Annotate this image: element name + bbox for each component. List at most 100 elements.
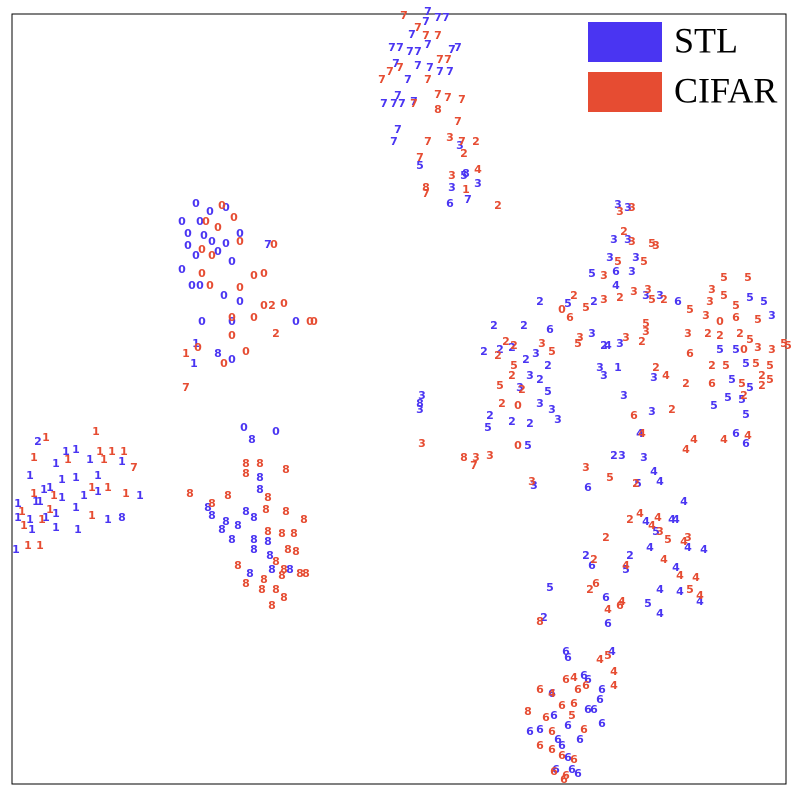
point-label: 0 — [214, 221, 222, 234]
point-label: 8 — [204, 501, 212, 514]
point-label: 8 — [286, 563, 294, 576]
point-label: 0 — [198, 315, 206, 328]
point-label: 1 — [88, 481, 96, 494]
point-label: 6 — [564, 719, 572, 732]
point-label: 7 — [470, 459, 478, 472]
legend-label: CIFAR — [674, 70, 777, 110]
point-label: 5 — [568, 709, 576, 722]
point-label: 3 — [576, 331, 584, 344]
point-label: 5 — [742, 408, 750, 421]
point-label: 5 — [720, 271, 728, 284]
point-label: 1 — [614, 361, 622, 374]
point-label: 5 — [484, 421, 492, 434]
point-label: 2 — [272, 327, 280, 340]
point-label: 1 — [190, 357, 198, 370]
point-label: 7 — [390, 97, 398, 110]
point-label: 3 — [632, 251, 640, 264]
point-label: 8 — [256, 471, 264, 484]
point-label: 4 — [646, 541, 654, 554]
point-label: 6 — [584, 481, 592, 494]
point-label: 3 — [630, 285, 638, 298]
point-label: 8 — [264, 535, 272, 548]
point-label: 8 — [282, 505, 290, 518]
point-label: 4 — [696, 589, 704, 602]
point-label: 8 — [208, 509, 216, 522]
point-label: 2 — [508, 415, 516, 428]
point-label: 0 — [270, 238, 278, 251]
point-label: 2 — [536, 373, 544, 386]
point-label: 6 — [550, 709, 558, 722]
point-label: 4 — [622, 559, 630, 572]
point-label: 8 — [278, 569, 286, 582]
point-label: 0 — [178, 263, 186, 276]
point-label: 8 — [536, 615, 544, 628]
point-label: 0 — [218, 199, 226, 212]
point-label: 8 — [224, 489, 232, 502]
point-label: 1 — [80, 489, 88, 502]
point-label: 1 — [92, 425, 100, 438]
point-label: 3 — [706, 295, 714, 308]
point-label: 6 — [542, 711, 550, 724]
point-label: 1 — [28, 523, 36, 536]
point-label: 3 — [600, 293, 608, 306]
point-label: 8 — [258, 583, 266, 596]
point-label: 0 — [200, 229, 208, 242]
point-label: 2 — [758, 379, 766, 392]
point-label: 7 — [424, 5, 432, 18]
point-label: 5 — [742, 357, 750, 370]
point-label: 7 — [388, 41, 396, 54]
point-label: 6 — [550, 765, 558, 778]
point-label: 7 — [444, 91, 452, 104]
point-label: 2 — [668, 403, 676, 416]
point-label: 5 — [746, 381, 754, 394]
point-label: 4 — [642, 515, 650, 528]
point-label: 2 — [682, 377, 690, 390]
point-label: 8 — [280, 563, 288, 576]
point-label: 2 — [494, 349, 502, 362]
point-label: 4 — [656, 607, 664, 620]
point-label: 2 — [490, 319, 498, 332]
point-label: 5 — [720, 289, 728, 302]
point-label: 4 — [548, 687, 556, 700]
point-label: 2 — [498, 397, 506, 410]
point-label: 7 — [404, 73, 412, 86]
point-label: 5 — [546, 581, 554, 594]
point-label: 6 — [598, 717, 606, 730]
point-label: 2 — [540, 611, 548, 624]
point-label: 5 — [686, 583, 694, 596]
point-label: 5 — [634, 477, 642, 490]
point-label: 6 — [602, 591, 610, 604]
point-label: 6 — [588, 559, 596, 572]
point-label: 7 — [464, 193, 472, 206]
point-label: 8 — [242, 457, 250, 470]
point-label: 8 — [256, 457, 264, 470]
point-label: 6 — [552, 763, 560, 776]
point-label: 8 — [272, 555, 280, 568]
point-label: 1 — [40, 483, 48, 496]
point-label: 7 — [422, 29, 430, 42]
point-label: 0 — [260, 299, 268, 312]
point-label: 3 — [474, 177, 482, 190]
point-label: 5 — [766, 359, 774, 372]
point-label: 6 — [576, 733, 584, 746]
point-label: 7 — [442, 11, 450, 24]
point-label: 7 — [454, 41, 462, 54]
point-label: 8 — [268, 599, 276, 612]
point-label: 8 — [250, 533, 258, 546]
point-label: 0 — [272, 425, 280, 438]
point-label: 8 — [242, 467, 250, 480]
point-label: 8 — [296, 567, 304, 580]
point-label: 2 — [480, 345, 488, 358]
point-label: 2 — [652, 361, 660, 374]
point-label: 3 — [628, 265, 636, 278]
point-label: 7 — [436, 53, 444, 66]
point-label: 0 — [228, 255, 236, 268]
point-label: 0 — [280, 297, 288, 310]
point-label: 7 — [264, 238, 272, 251]
point-label: 1 — [86, 453, 94, 466]
point-label: 3 — [616, 337, 624, 350]
point-label: 0 — [184, 239, 192, 252]
point-label: 6 — [562, 645, 570, 658]
point-label: 7 — [458, 135, 466, 148]
point-label: 6 — [732, 311, 740, 324]
